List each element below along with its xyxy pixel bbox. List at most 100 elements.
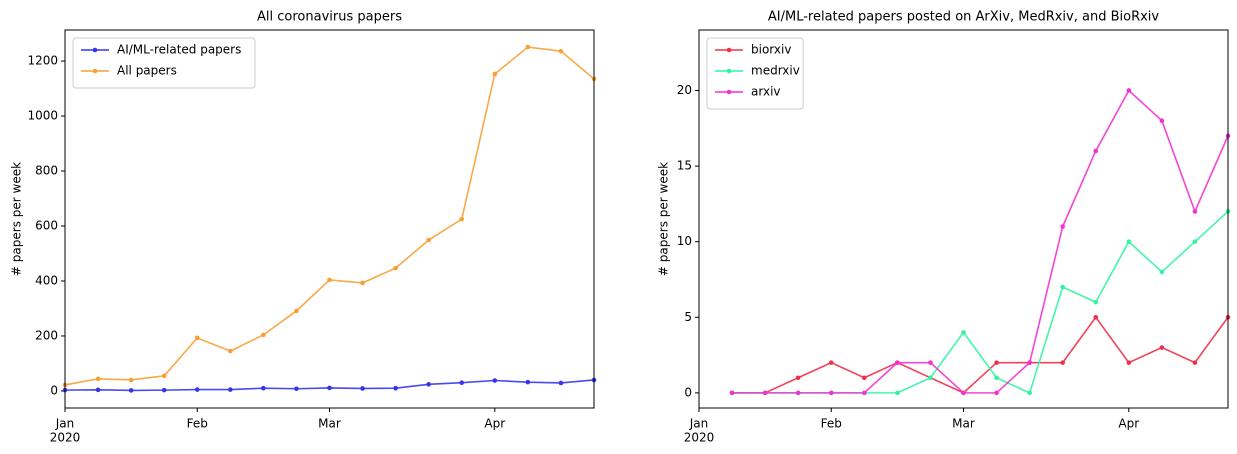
data-point: [194, 387, 200, 392]
data-point: [828, 390, 834, 396]
data-point: [729, 390, 735, 396]
data-point: [525, 379, 531, 385]
legend-label: AI/ML-related papers: [117, 43, 241, 57]
data-point: [360, 280, 365, 286]
data-point: [1060, 360, 1065, 365]
legend-label: biorxiv: [751, 43, 791, 57]
legend-marker: [726, 47, 732, 53]
data-point: [95, 376, 101, 382]
data-point: [928, 375, 933, 381]
plot-frame: [64, 29, 595, 409]
data-point: [961, 330, 966, 335]
x-tick-label: Jan: [689, 417, 709, 431]
x-tick-label: Feb: [821, 417, 842, 431]
data-point: [895, 390, 900, 396]
data-point: [1126, 360, 1132, 365]
y-tick-label: 1000: [27, 109, 58, 123]
legend-marker: [92, 68, 98, 74]
data-point: [1027, 390, 1032, 396]
series-line: [64, 46, 595, 386]
x-year-label: 2020: [684, 431, 715, 445]
line-chart: All coronavirus papers # papers per week 0…: [10, 10, 597, 445]
data-point: [1060, 224, 1065, 229]
data-point: [862, 375, 867, 381]
legend-label: arxiv: [751, 85, 781, 99]
data-point: [459, 380, 465, 386]
data-point: [895, 360, 900, 365]
data-point: [1192, 209, 1198, 214]
x-tick-label: Jan: [55, 417, 75, 431]
y-axis-label: # papers per week: [657, 162, 671, 276]
data-point: [1093, 314, 1099, 320]
data-point: [1192, 239, 1198, 244]
data-point: [1159, 118, 1165, 124]
y-tick-label: 20: [677, 83, 692, 97]
data-point: [95, 387, 101, 393]
y-axis-label: # papers per week: [10, 162, 24, 276]
data-point: [161, 373, 167, 379]
data-point: [360, 386, 365, 391]
data-point: [261, 385, 266, 391]
legend-marker: [92, 47, 98, 53]
data-point: [393, 265, 398, 271]
data-point: [1093, 299, 1099, 305]
x-tick-label: Apr: [1118, 417, 1139, 431]
plot-frame: [698, 29, 1229, 409]
y-tick-label: 0: [50, 383, 58, 397]
legend-marker: [726, 68, 732, 74]
data-point: [558, 380, 564, 386]
data-point: [1159, 269, 1165, 275]
y-tick-label: 0: [684, 385, 692, 399]
data-point: [426, 382, 431, 387]
x-year-label: 2020: [50, 431, 81, 445]
y-tick-label: 600: [35, 219, 58, 233]
legend-label: medrxiv: [751, 64, 800, 78]
data-point: [1027, 360, 1032, 365]
data-point: [1192, 360, 1198, 365]
data-point: [525, 44, 531, 50]
x-tick-label: Mar: [318, 417, 341, 431]
data-point: [393, 385, 398, 391]
data-point: [459, 216, 465, 222]
series-line: [732, 89, 1229, 394]
data-point: [261, 332, 266, 338]
data-point: [1126, 239, 1132, 244]
line-chart: AI/ML-related papers posted on ArXiv, Me…: [657, 10, 1231, 445]
data-point: [994, 390, 999, 396]
data-point: [492, 71, 498, 77]
data-point: [426, 237, 431, 243]
data-point: [928, 360, 933, 365]
y-tick-label: 800: [35, 164, 58, 178]
y-tick-label: 400: [35, 273, 58, 287]
series-line: [732, 315, 1229, 394]
data-point: [327, 385, 332, 391]
y-tick-label: 15: [677, 159, 692, 173]
data-point: [1093, 148, 1099, 154]
y-tick-label: 10: [677, 234, 692, 248]
data-point: [492, 378, 498, 383]
data-point: [862, 390, 867, 396]
data-point: [795, 390, 801, 396]
data-point: [558, 48, 564, 54]
legend-box: [72, 37, 256, 89]
legend-marker: [726, 89, 732, 95]
legend-label: All papers: [117, 64, 177, 78]
data-point: [327, 277, 332, 283]
data-point: [762, 390, 768, 396]
data-point: [194, 335, 200, 341]
data-point: [961, 390, 966, 396]
data-point: [228, 387, 233, 392]
data-point: [294, 308, 299, 314]
x-tick-label: Apr: [484, 417, 505, 431]
data-point: [1060, 284, 1065, 290]
data-point: [828, 360, 834, 365]
chart-title: All coronavirus papers: [257, 10, 402, 25]
data-point: [795, 375, 801, 381]
x-tick-label: Feb: [187, 417, 208, 431]
data-point: [128, 377, 134, 383]
data-point: [228, 348, 233, 354]
data-point: [294, 386, 299, 392]
data-point: [1159, 345, 1165, 350]
chart-title: AI/ML-related papers posted on ArXiv, Me…: [768, 10, 1160, 25]
